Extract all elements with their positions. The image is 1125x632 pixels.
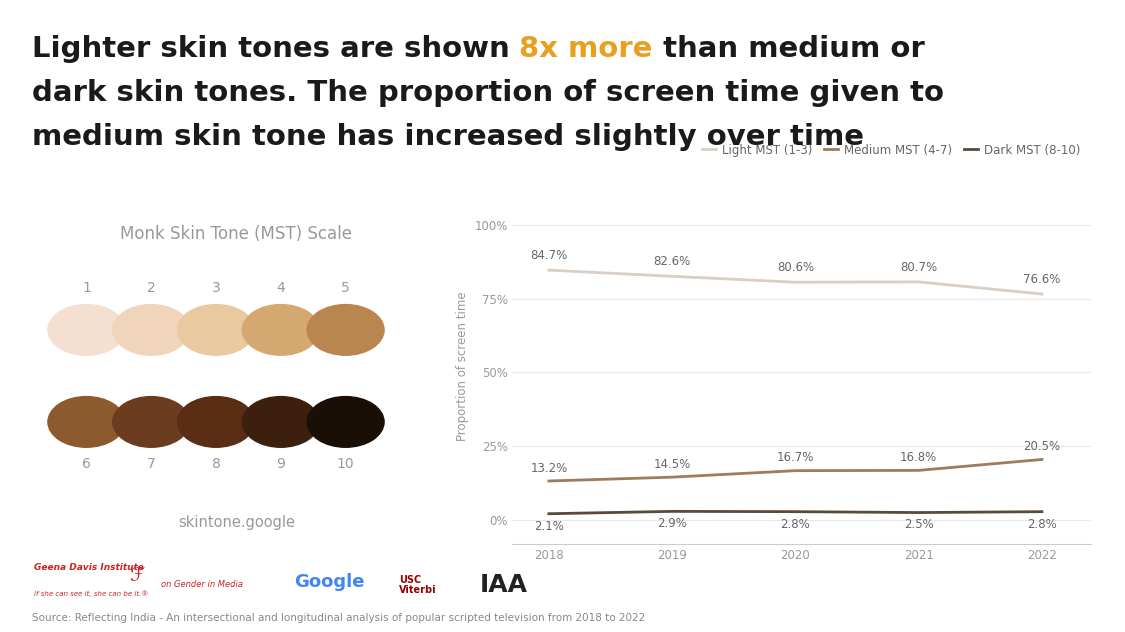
Text: 2.9%: 2.9%: [657, 517, 687, 530]
Legend: Light MST (1-3), Medium MST (4-7), Dark MST (8-10): Light MST (1-3), Medium MST (4-7), Dark …: [698, 139, 1086, 161]
Text: dark skin tones. The proportion of screen time given to: dark skin tones. The proportion of scree…: [32, 79, 944, 107]
Text: skintone.google: skintone.google: [178, 515, 295, 530]
Text: 9: 9: [277, 457, 286, 471]
Text: 7: 7: [147, 457, 155, 471]
Text: Lighter skin tones are shown: Lighter skin tones are shown: [32, 35, 520, 63]
Text: on Gender in Media: on Gender in Media: [161, 580, 243, 589]
Text: if she can see it, she can be it.®: if she can see it, she can be it.®: [34, 590, 148, 597]
Text: Geena Davis Institute: Geena Davis Institute: [34, 563, 144, 572]
Text: 84.7%: 84.7%: [530, 249, 567, 262]
Ellipse shape: [242, 305, 320, 355]
Text: 2.5%: 2.5%: [903, 518, 934, 532]
Text: 1: 1: [82, 281, 91, 295]
Text: 3: 3: [212, 281, 220, 295]
Text: ℱ: ℱ: [129, 566, 145, 585]
Text: USC
Viterbi: USC Viterbi: [399, 575, 437, 595]
Text: 2: 2: [147, 281, 155, 295]
Text: 80.6%: 80.6%: [777, 261, 814, 274]
Text: Monk Skin Tone (MST) Scale: Monk Skin Tone (MST) Scale: [120, 225, 352, 243]
Text: 8x more: 8x more: [520, 35, 652, 63]
Text: than medium or: than medium or: [652, 35, 925, 63]
Ellipse shape: [242, 397, 320, 447]
Text: 76.6%: 76.6%: [1024, 273, 1061, 286]
Text: 2.8%: 2.8%: [1027, 518, 1056, 531]
Text: 8: 8: [212, 457, 220, 471]
Text: 10: 10: [336, 457, 354, 471]
Text: 4: 4: [277, 281, 285, 295]
Text: IAA: IAA: [479, 573, 528, 597]
Text: 82.6%: 82.6%: [654, 255, 691, 268]
Text: 80.7%: 80.7%: [900, 260, 937, 274]
Ellipse shape: [112, 305, 190, 355]
Text: 2.8%: 2.8%: [781, 518, 810, 531]
Ellipse shape: [112, 397, 190, 447]
Ellipse shape: [307, 397, 384, 447]
Y-axis label: Proportion of screen time: Proportion of screen time: [456, 292, 469, 441]
Text: 13.2%: 13.2%: [530, 461, 567, 475]
Ellipse shape: [178, 397, 254, 447]
Text: 20.5%: 20.5%: [1024, 440, 1061, 453]
Text: 16.7%: 16.7%: [776, 451, 814, 464]
Text: 14.5%: 14.5%: [654, 458, 691, 471]
Ellipse shape: [307, 305, 384, 355]
Ellipse shape: [48, 305, 125, 355]
Text: 6: 6: [82, 457, 91, 471]
Ellipse shape: [178, 305, 254, 355]
Ellipse shape: [48, 397, 125, 447]
Text: 16.8%: 16.8%: [900, 451, 937, 464]
Text: 5: 5: [341, 281, 350, 295]
Text: medium skin tone has increased slightly over time: medium skin tone has increased slightly …: [32, 123, 864, 151]
Text: Google: Google: [294, 573, 364, 591]
Text: Source: Reflecting India - An intersectional and longitudinal analysis of popula: Source: Reflecting India - An intersecti…: [32, 612, 645, 623]
Text: 2.1%: 2.1%: [534, 520, 564, 533]
